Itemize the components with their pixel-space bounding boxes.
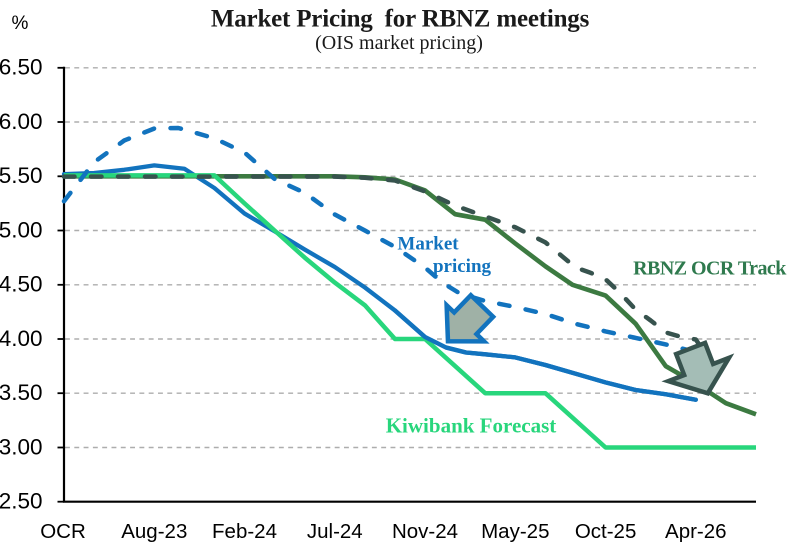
- svg-text:%: %: [12, 13, 29, 34]
- svg-text:May-25: May-25: [481, 520, 549, 543]
- svg-text:RBNZ OCR Track: RBNZ OCR Track: [633, 258, 787, 280]
- svg-text:3.00: 3.00: [0, 434, 43, 459]
- svg-text:3.50: 3.50: [0, 380, 43, 405]
- svg-text:Oct-25: Oct-25: [575, 520, 637, 543]
- svg-text:(OIS market pricing): (OIS market pricing): [315, 32, 483, 54]
- svg-text:Jul-24: Jul-24: [307, 520, 363, 543]
- svg-text:Aug-23: Aug-23: [121, 520, 187, 543]
- svg-text:4.50: 4.50: [0, 272, 43, 297]
- svg-text:5.50: 5.50: [0, 163, 43, 188]
- svg-text:Apr-26: Apr-26: [665, 520, 727, 543]
- svg-text:6.50: 6.50: [0, 55, 43, 80]
- svg-text:Nov-24: Nov-24: [392, 520, 458, 543]
- svg-text:Kiwibank Forecast: Kiwibank Forecast: [386, 413, 557, 437]
- svg-text:6.00: 6.00: [0, 109, 43, 134]
- svg-text:OCR: OCR: [40, 520, 86, 543]
- svg-text:2.50: 2.50: [0, 489, 43, 514]
- svg-text:Market Pricing for RBNZ meeti: Market Pricing for RBNZ meetings: [211, 5, 590, 32]
- svg-text:Feb-24: Feb-24: [212, 520, 277, 543]
- svg-text:Market: Market: [397, 234, 459, 255]
- svg-text:pricing: pricing: [433, 256, 492, 277]
- svg-text:4.00: 4.00: [0, 326, 43, 351]
- svg-text:5.00: 5.00: [0, 217, 43, 242]
